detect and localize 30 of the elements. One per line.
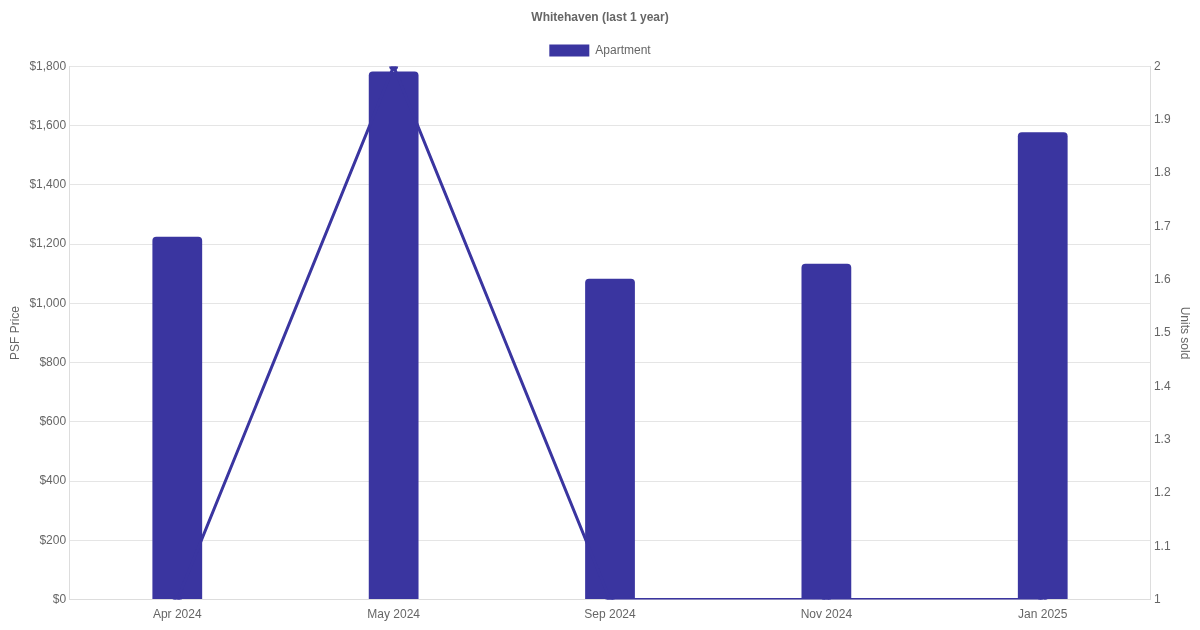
x-tick-label: Apr 2024	[152, 607, 202, 622]
y2-tick-label: 1.5	[1153, 325, 1171, 340]
legend-label: Apartment	[595, 42, 652, 57]
y-tick-label: $600	[39, 414, 67, 429]
y-tick-label: $800	[39, 354, 67, 369]
y2-tick-label: 1.2	[1153, 485, 1171, 500]
y2-tick-label: 1	[1153, 591, 1161, 606]
y2-tick-label: 1.4	[1153, 378, 1171, 393]
y-tick-label: $1,200	[29, 236, 67, 251]
y2-tick-label: 1.8	[1153, 165, 1171, 180]
y-tick-label: $1,600	[29, 117, 67, 132]
y-tick-label: $1,800	[29, 58, 67, 73]
y2-tick-label: 2	[1153, 58, 1161, 73]
x-tick-label: Sep 2024	[584, 607, 637, 622]
x-tick-label: May 2024	[367, 607, 421, 622]
y-tick-label: $200	[39, 532, 67, 547]
x-tick-label: Nov 2024	[800, 607, 853, 622]
y2-tick-label: 1.7	[1153, 218, 1171, 233]
y2-tick-label: 1.3	[1153, 431, 1171, 446]
x-tick-label: Jan 2025	[1018, 607, 1068, 622]
y2-axis-title: Units sold	[1178, 306, 1193, 360]
y-axis-title: PSF Price	[7, 305, 22, 361]
y2-tick-label: 1.6	[1153, 271, 1171, 286]
chart-title: Whitehaven (last 1 year)	[531, 9, 669, 24]
y-tick-label: $1,400	[29, 177, 67, 192]
y-tick-label: $1,000	[29, 295, 67, 310]
y-tick-label: $400	[39, 473, 67, 488]
y2-tick-label: 1.9	[1153, 112, 1171, 127]
y-tick-label: $0	[52, 591, 67, 606]
y2-tick-label: 1.1	[1153, 538, 1171, 553]
